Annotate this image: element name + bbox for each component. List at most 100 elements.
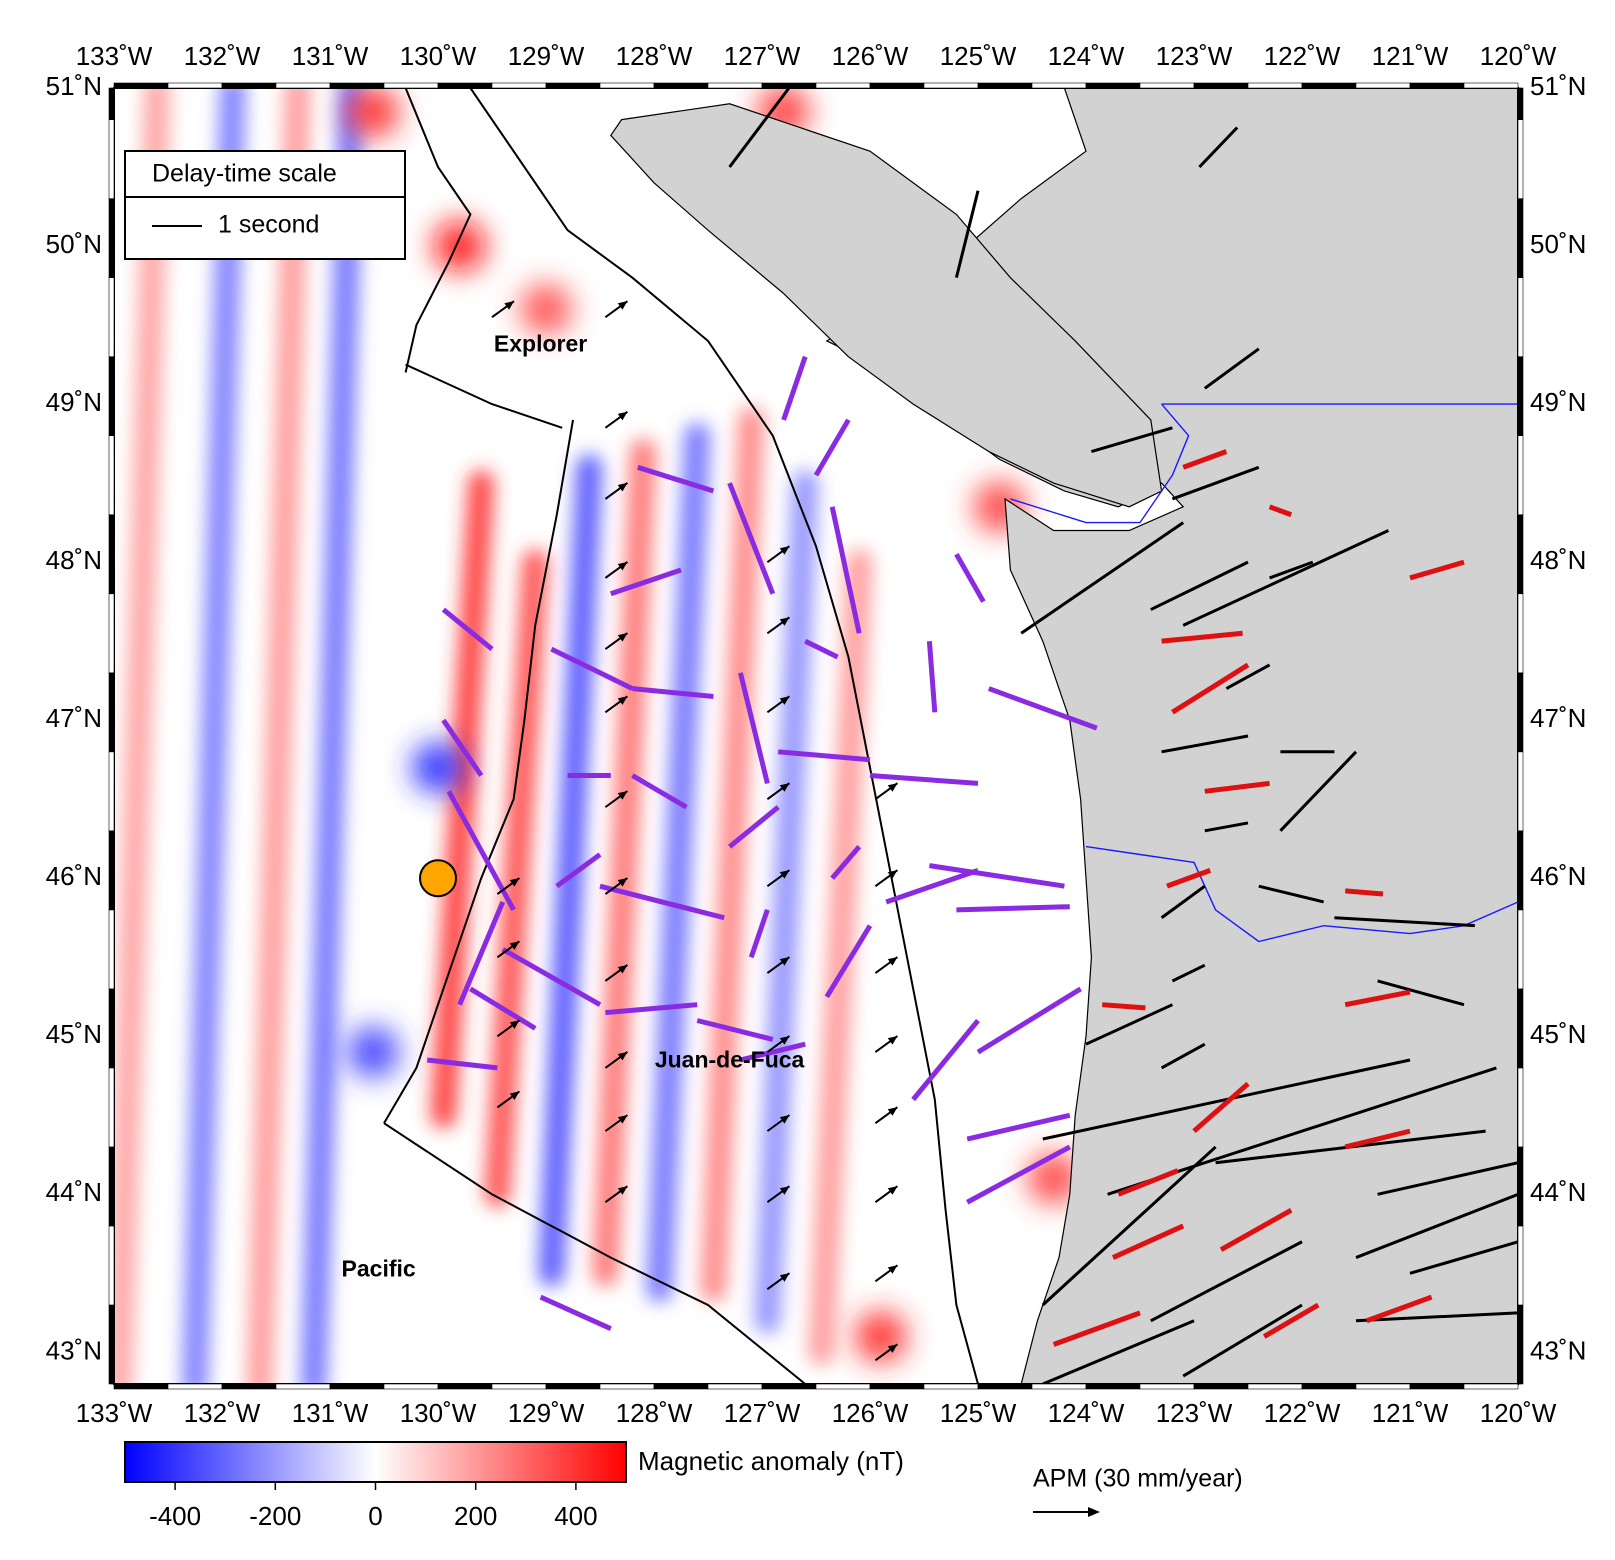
lon-tick-label-top: 133˚W	[76, 41, 153, 71]
apm-arrow-head	[887, 1344, 898, 1353]
anomaly-band	[592, 438, 657, 1287]
frame-segment-left	[108, 277, 115, 357]
frame-segment-bottom	[653, 1383, 709, 1390]
frame-segment-top	[1463, 82, 1519, 89]
apm-arrows	[491, 300, 898, 1362]
apm-arrow	[874, 782, 898, 801]
frame-segment-right	[1517, 1146, 1524, 1227]
lon-tick-label-bottom: 124˚W	[1048, 1398, 1125, 1428]
ocean-splitting-layer	[426, 355, 1098, 1331]
land-splitting-bar-black	[1020, 521, 1185, 635]
frame-segment-top	[1031, 82, 1087, 89]
land-splitting-bar-black	[1269, 560, 1314, 580]
apm-arrow-head	[779, 696, 790, 705]
colorbar-tick-label: -400	[149, 1501, 201, 1531]
apm-arrow-head	[887, 1107, 898, 1116]
frame-segment-bottom	[221, 1383, 277, 1390]
lat-tick-label-right: 44˚N	[1530, 1177, 1586, 1207]
lat-tick-label-right: 43˚N	[1530, 1335, 1586, 1365]
frame-segment-bottom	[1301, 1383, 1357, 1390]
lat-tick-label-right: 46˚N	[1530, 861, 1586, 891]
apm-arrow-head	[779, 783, 790, 792]
frame-segment-bottom	[815, 1383, 871, 1390]
lon-tick-label-bottom: 123˚W	[1156, 1398, 1233, 1428]
apm-arrow	[766, 956, 790, 974]
apm-arrow-head	[887, 1186, 898, 1195]
ocean-splitting-bar	[830, 845, 862, 880]
ocean-splitting-bar	[987, 686, 1098, 731]
frame-segment-left	[108, 1225, 115, 1306]
frame-segment-top	[815, 82, 871, 89]
apm-arrow	[496, 940, 520, 959]
ocean-splitting-bar	[926, 640, 938, 713]
plate-labels: Explorer Juan-de-Fuca Pacific	[342, 331, 805, 1282]
ocean-splitting-bar	[966, 1112, 1071, 1142]
apm-arrow-head	[779, 617, 790, 626]
ocean-splitting-bar	[748, 909, 770, 959]
ocean-splitting-bar	[555, 852, 602, 889]
anomaly-band	[646, 422, 711, 1303]
lon-tick-label-top: 120˚W	[1480, 41, 1557, 71]
frame-segment-bottom	[1031, 1383, 1087, 1390]
ocean-splitting-bar	[631, 773, 688, 810]
frame-segment-bottom	[1085, 1383, 1141, 1390]
map-area: Explorer Juan-de-Fuca Pacific	[114, 88, 1518, 1384]
lon-tick-label-bottom: 126˚W	[832, 1398, 909, 1428]
frame-segment-left	[108, 593, 115, 674]
apm-arrow	[766, 616, 790, 635]
land-splitting-bar-black	[1355, 1192, 1518, 1259]
plate-boundary-line	[405, 363, 563, 429]
ocean-splitting-bar	[605, 1002, 698, 1016]
lat-tick-label-left: 46˚N	[46, 861, 102, 891]
land-splitting-bar-black	[1042, 1319, 1195, 1384]
lon-tick-label-top: 130˚W	[400, 41, 477, 71]
apm-arrow-head	[617, 696, 628, 705]
apm-arrow-head	[617, 633, 628, 642]
magnetic-anomaly-layer	[114, 88, 873, 1384]
plate-label-pacific: Pacific	[342, 1255, 416, 1281]
frame-segment-bottom	[1355, 1383, 1411, 1390]
frame-segment-top	[167, 82, 223, 89]
lon-tick-label-top: 121˚W	[1372, 41, 1449, 71]
land-splitting-bar-black	[1355, 1311, 1518, 1323]
ocean-splitting-bar	[501, 947, 602, 1007]
lat-tick-label-left: 50˚N	[46, 229, 102, 259]
frame-segment-top	[113, 82, 169, 89]
land-layer	[610, 88, 1518, 1384]
land-splitting-bar-black	[1377, 979, 1465, 1007]
apm-arrow	[604, 790, 628, 808]
land-splitting-bar-black	[1041, 1145, 1217, 1307]
lon-tick-label-bottom: 127˚W	[724, 1398, 801, 1428]
frame-segment-bottom	[707, 1383, 763, 1390]
colorbar-tick-label: -200	[249, 1501, 301, 1531]
apm-arrow-head	[509, 1091, 520, 1100]
apm-arrow	[604, 561, 628, 579]
frame-segment-right	[1517, 1067, 1524, 1148]
anomaly-spot	[854, 1310, 907, 1363]
apm-arrow	[604, 300, 628, 318]
lon-tick-label-bottom: 132˚W	[184, 1398, 261, 1428]
frame-segment-bottom	[923, 1383, 979, 1390]
frame-segment-right	[1517, 514, 1524, 595]
anomaly-band	[808, 549, 873, 1366]
land-splitting-bar-red	[1117, 1168, 1179, 1197]
frame-segment-left	[108, 435, 115, 516]
lat-tick-label-left: 43˚N	[46, 1335, 102, 1365]
frame-segment-bottom	[1409, 1383, 1465, 1390]
apm-arrow	[766, 1185, 790, 1204]
ocean-splitting-bar	[599, 883, 725, 921]
lat-tick-label-right: 49˚N	[1530, 387, 1586, 417]
apm-arrow-head	[887, 957, 898, 966]
frame-segment-right	[1517, 830, 1524, 911]
anomaly-band	[430, 470, 495, 1129]
frame-segment-top	[437, 82, 493, 89]
apm-arrow	[874, 1035, 898, 1053]
frame-segment-top	[1085, 82, 1141, 89]
lon-tick-label-top: 127˚W	[724, 41, 801, 71]
legend-title-box	[124, 150, 406, 198]
apm-arrow	[766, 1114, 790, 1132]
land-splitting-bar-red	[1204, 780, 1270, 794]
ocean-splitting-bar	[777, 749, 871, 763]
apm-arrow-head	[779, 957, 790, 966]
apm-arrow	[604, 1051, 628, 1069]
